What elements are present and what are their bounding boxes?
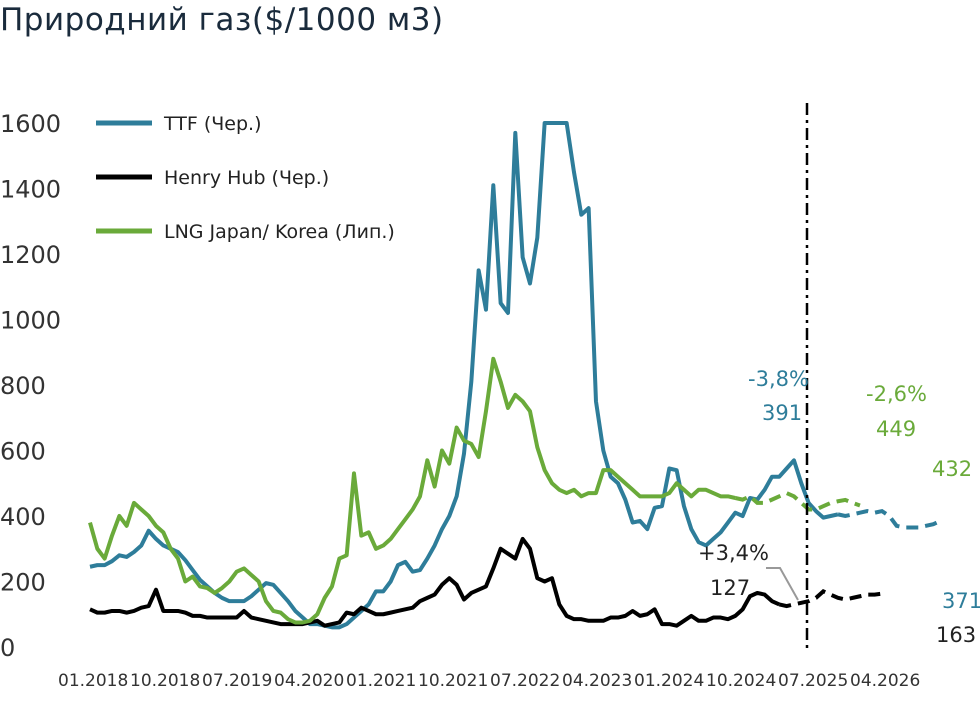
legend-label-1: Henry Hub (Чер.) xyxy=(164,167,329,189)
x-tick-label: 01.2024 xyxy=(634,671,704,691)
y-tick-label: 200 xyxy=(0,569,46,597)
annotation-1: 391 xyxy=(762,401,802,425)
y-tick-label: 1000 xyxy=(0,307,61,335)
chart-title: Природний газ($/1000 м3) xyxy=(0,2,444,38)
x-tick-label: 10.2021 xyxy=(418,671,488,691)
x-axis: 01.2018 10.2018 07.2019 04.2020 01.2021 10.20… xyxy=(58,671,920,691)
x-tick-label: 07.2019 xyxy=(202,671,272,691)
annotation-6: 127 xyxy=(710,576,750,600)
y-axis: 0 200 400 600 800 1000 1200 1400 1600 xyxy=(0,110,61,662)
x-tick-label: 04.2020 xyxy=(274,671,344,691)
x-tick-label: 04.2026 xyxy=(850,671,920,691)
x-tick-label: 07.2025 xyxy=(778,671,848,691)
annotations: -3,8% 391 -2,6% 449 432 +3,4% 127 371 163 xyxy=(698,367,980,647)
series-line-2 xyxy=(88,356,736,625)
y-tick-label: 1200 xyxy=(0,241,61,269)
series-line-1 xyxy=(89,536,781,628)
annotation-8: 163 xyxy=(936,623,976,647)
y-tick-label: 1400 xyxy=(0,176,61,204)
x-tick-label: 07.2022 xyxy=(490,671,560,691)
x-tick-label: 10.2024 xyxy=(706,671,776,691)
annotation-2: -2,6% xyxy=(866,382,927,406)
legend: TTF (Чер.) Henry Hub (Чер.) LNG Japan/ Kor… xyxy=(96,113,395,243)
x-tick-label: 10.2018 xyxy=(130,671,200,691)
y-tick-label: 1600 xyxy=(0,110,61,138)
annotation-0: -3,8% xyxy=(748,367,809,391)
x-tick-label: 04.2023 xyxy=(562,671,632,691)
legend-label-2: LNG Japan/ Korea (Лип.) xyxy=(164,221,395,243)
y-tick-label: 800 xyxy=(0,372,46,400)
annotation-5: +3,4% xyxy=(698,541,769,565)
series-lines xyxy=(88,121,942,630)
y-tick-label: 400 xyxy=(0,503,46,531)
annotation-4: 432 xyxy=(932,457,972,481)
legend-label-0: TTF (Чер.) xyxy=(163,113,262,135)
annotation-7: 371 xyxy=(942,589,980,613)
x-tick-label: 01.2021 xyxy=(346,671,416,691)
y-tick-label: 600 xyxy=(0,438,46,466)
annotation-3: 449 xyxy=(876,417,916,441)
series-forecast-line-2 xyxy=(734,490,861,512)
annotation-connector xyxy=(766,567,799,601)
series-forecast-line-0 xyxy=(837,508,942,530)
x-tick-label: 01.2018 xyxy=(58,671,128,691)
y-tick-label: 0 xyxy=(0,634,15,662)
